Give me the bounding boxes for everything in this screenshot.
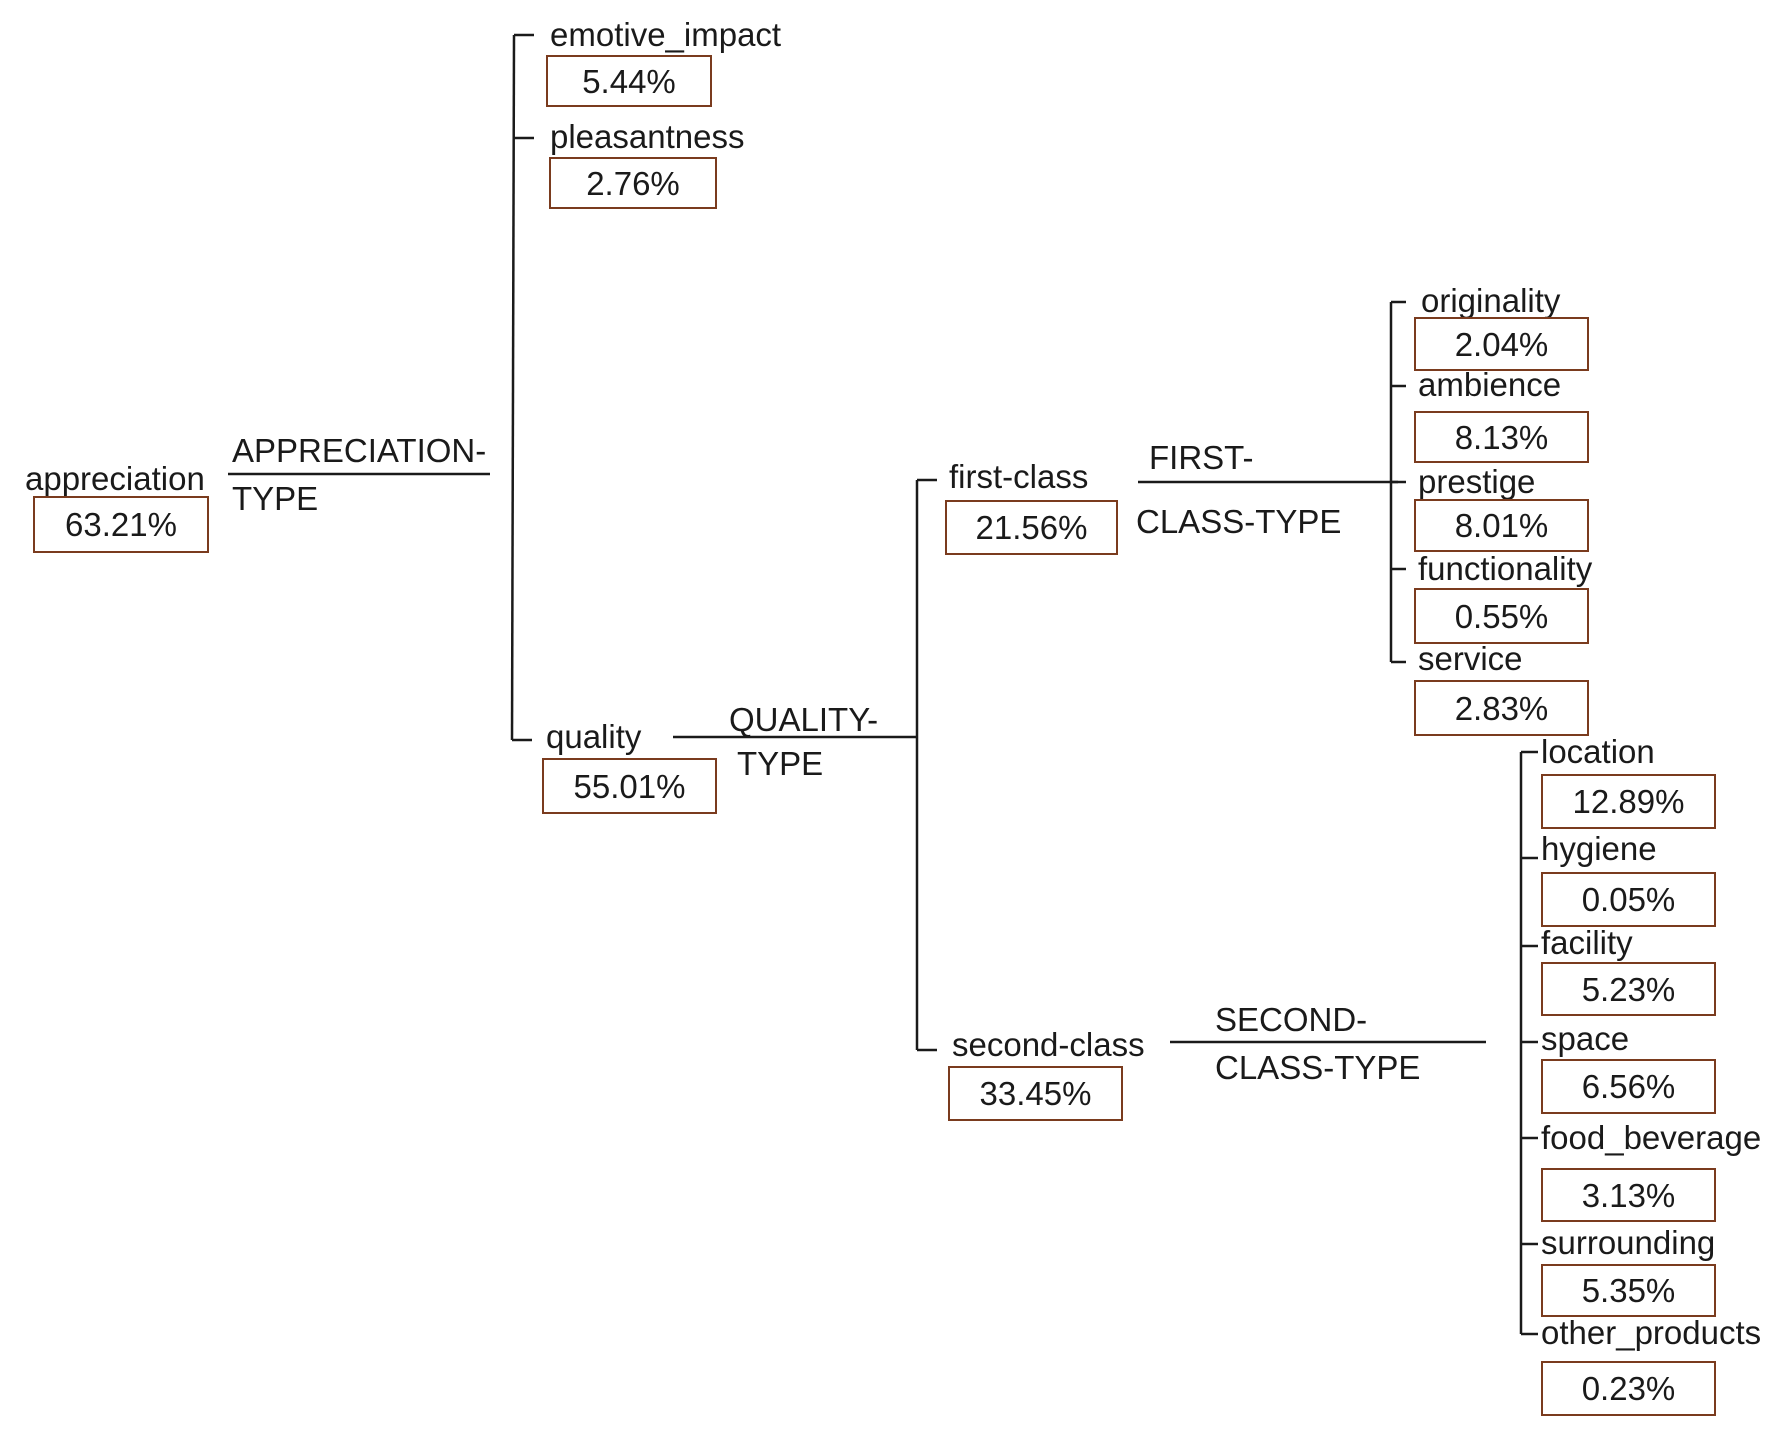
- system-label-second-class-type-line1: SECOND-: [1215, 1001, 1368, 1038]
- node-value-prestige: 8.01%: [1414, 499, 1589, 552]
- node-value-second-class: 33.45%: [948, 1066, 1123, 1121]
- node-label-hygiene: hygiene: [1541, 830, 1657, 867]
- system-label-quality-type-line1: QUALITY-: [729, 701, 879, 738]
- node-value-location: 12.89%: [1541, 774, 1716, 829]
- system-label-appreciation-type-line1: APPRECIATION-: [232, 432, 487, 469]
- node-label-other-products: other_products: [1541, 1314, 1762, 1351]
- node-value-functionality: 0.55%: [1414, 588, 1589, 644]
- node-value-quality: 55.01%: [542, 758, 717, 814]
- node-label-space: space: [1541, 1020, 1630, 1057]
- node-value-hygiene: 0.05%: [1541, 872, 1716, 927]
- node-label-pleasantness: pleasantness: [550, 118, 745, 155]
- node-value-ambience: 8.13%: [1414, 411, 1589, 463]
- system-label-second-class-type-line2: CLASS-TYPE: [1215, 1049, 1421, 1086]
- system-label-first-class-type-line2: CLASS-TYPE: [1136, 503, 1342, 540]
- node-value-first-class: 21.56%: [945, 500, 1118, 555]
- node-value-emotive-impact: 5.44%: [546, 55, 712, 107]
- node-label-appreciation: appreciation: [25, 460, 205, 497]
- node-value-service: 2.83%: [1414, 680, 1589, 736]
- node-label-facility: facility: [1541, 924, 1633, 961]
- node-label-originality: originality: [1421, 282, 1561, 319]
- appreciation-bracket: [510, 34, 516, 741]
- node-value-surrounding: 5.35%: [1541, 1264, 1716, 1317]
- system-label-first-class-type-line1: FIRST-: [1149, 439, 1254, 476]
- node-label-surrounding: surrounding: [1541, 1224, 1716, 1261]
- node-label-prestige: prestige: [1418, 463, 1536, 500]
- node-label-first-class: first-class: [949, 458, 1089, 495]
- node-value-space: 6.56%: [1541, 1059, 1716, 1114]
- node-value-other-products: 0.23%: [1541, 1361, 1716, 1416]
- node-value-appreciation: 63.21%: [33, 496, 209, 553]
- node-label-quality: quality: [546, 718, 642, 755]
- system-label-appreciation-type-line2: TYPE: [232, 480, 319, 517]
- node-label-location: location: [1541, 733, 1655, 770]
- node-value-facility: 5.23%: [1541, 962, 1716, 1016]
- node-label-second-class: second-class: [952, 1026, 1145, 1063]
- node-value-pleasantness: 2.76%: [549, 157, 717, 209]
- node-value-food-beverage: 3.13%: [1541, 1168, 1716, 1222]
- node-label-functionality: functionality: [1418, 550, 1593, 587]
- node-label-ambience: ambience: [1418, 366, 1562, 403]
- node-value-originality: 2.04%: [1414, 317, 1589, 371]
- node-label-service: service: [1418, 640, 1523, 677]
- node-label-emotive-impact: emotive_impact: [550, 16, 782, 53]
- node-label-food-beverage: food_beverage: [1541, 1119, 1762, 1156]
- system-label-quality-type-line2: TYPE: [737, 745, 824, 782]
